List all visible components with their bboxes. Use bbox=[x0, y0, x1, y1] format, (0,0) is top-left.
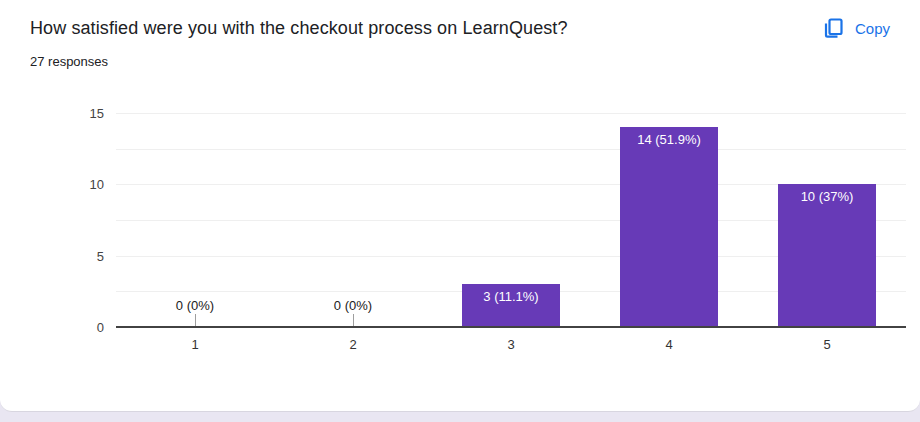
y-tick-label: 0 bbox=[54, 320, 104, 335]
response-chart-card: How satisfied were you with the checkout… bbox=[0, 0, 920, 412]
x-tick-label: 4 bbox=[590, 337, 748, 352]
x-tick-label: 5 bbox=[748, 337, 906, 352]
y-tick-label: 10 bbox=[54, 177, 104, 192]
x-tick-label: 3 bbox=[432, 337, 590, 352]
y-tick-label: 15 bbox=[54, 106, 104, 121]
bar-value-label: 3 (11.1%) bbox=[462, 289, 560, 304]
gridline bbox=[116, 149, 906, 150]
x-tick-label: 2 bbox=[274, 337, 432, 352]
gridline bbox=[116, 113, 906, 114]
bar-value-label: 0 (0%) bbox=[135, 298, 255, 313]
bar-value-label: 10 (37%) bbox=[778, 189, 876, 204]
bar[interactable] bbox=[778, 184, 876, 327]
bar-chart: 0 5 10 15 0 (0%) 1 0 (0%) 2 3 (11.1%) 3 14 (51.9%)… bbox=[0, 0, 920, 412]
bar-value-label: 0 (0%) bbox=[293, 298, 413, 313]
y-tick-label: 5 bbox=[54, 249, 104, 264]
bar-value-label: 14 (51.9%) bbox=[620, 132, 718, 147]
zero-value-leader-line bbox=[195, 314, 196, 326]
bar[interactable] bbox=[620, 127, 718, 327]
zero-value-leader-line bbox=[353, 314, 354, 326]
x-axis-line bbox=[116, 326, 906, 328]
x-tick-label: 1 bbox=[116, 337, 274, 352]
